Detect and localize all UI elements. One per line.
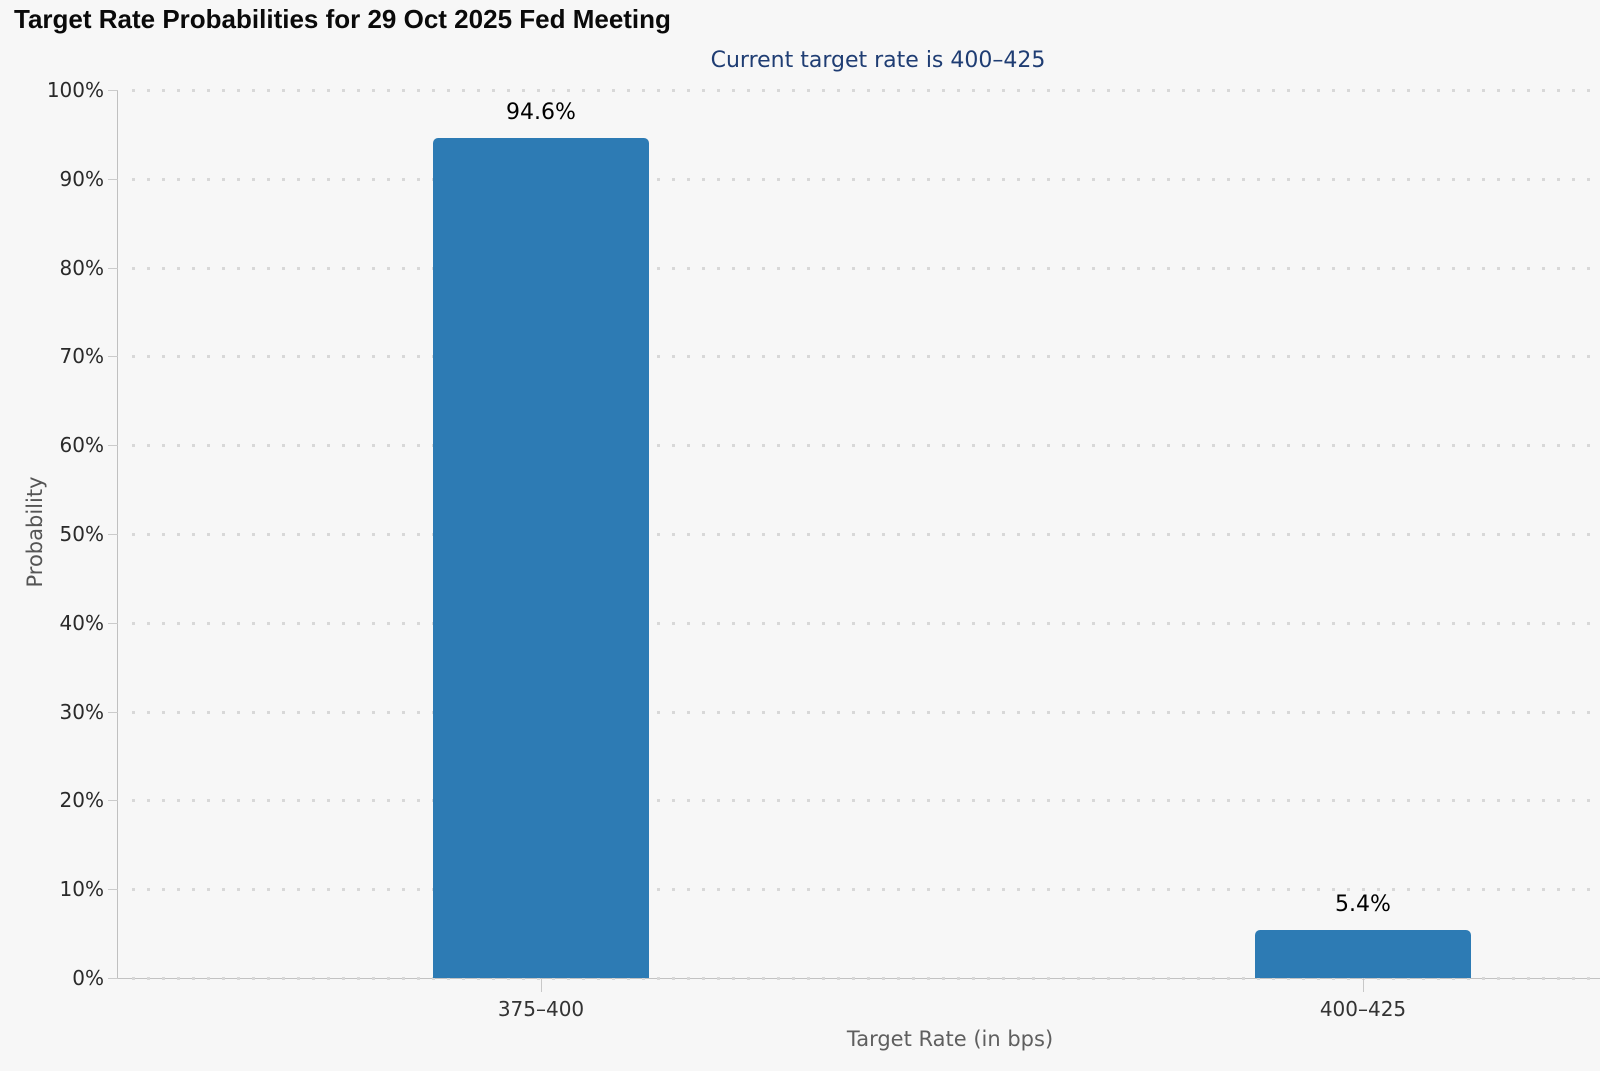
y-tick-label: 20% [59, 788, 104, 812]
bar-value-label: 94.6% [506, 100, 576, 125]
y-tick-mark [108, 268, 118, 269]
x-tick-mark [1363, 978, 1364, 992]
gridline-80 [132, 267, 1600, 270]
y-tick-mark [108, 534, 118, 535]
gridline-40 [132, 622, 1600, 625]
gridline-20 [132, 799, 1600, 802]
x-tick-mark [541, 978, 542, 992]
plot-area: 0% 10% 20% 30% 40% 50% 60% 70% 80% 90% 100% 94.6% 37… [47, 79, 1600, 1021]
gridline-50 [132, 533, 1600, 536]
y-tick-mark [108, 90, 118, 91]
y-tick-mark [108, 978, 118, 979]
y-tick-label: 100% [46, 78, 104, 102]
x-category-label: 400–425 [1319, 997, 1407, 1021]
y-tick-label: 60% [59, 433, 104, 457]
y-tick-mark [108, 445, 118, 446]
current-target-rate-subtitle: Current target rate is 400–425 [710, 48, 1046, 73]
gridline-100 [132, 89, 1600, 92]
gridline-70 [132, 355, 1600, 358]
gridline-30 [132, 711, 1600, 714]
y-tick-mark [108, 623, 118, 624]
chart-title: Target Rate Probabilities for 29 Oct 202… [14, 4, 671, 34]
gridline-0 [132, 977, 1600, 980]
probability-bar-400-425[interactable] [1255, 930, 1471, 978]
bar-value-label: 5.4% [1335, 892, 1391, 917]
y-tick-label: 90% [59, 167, 104, 191]
y-tick-mark [108, 179, 118, 180]
y-tick-label: 30% [59, 700, 104, 724]
y-tick-label: 50% [59, 522, 104, 546]
y-tick-mark [108, 889, 118, 890]
x-axis-title: Target Rate (in bps) [846, 1027, 1054, 1051]
gridline-10 [132, 888, 1600, 891]
y-tick-label: 70% [59, 344, 104, 368]
probability-bar-375-400[interactable] [433, 138, 649, 978]
y-tick-mark [108, 800, 118, 801]
y-tick-label: 10% [59, 877, 104, 901]
y-tick-label: 80% [59, 256, 104, 280]
x-category-label: 375–400 [497, 997, 585, 1021]
y-tick-mark [108, 356, 118, 357]
gridline-60 [132, 444, 1600, 447]
y-tick-label: 0% [72, 966, 104, 990]
y-tick-label: 40% [59, 611, 104, 635]
gridline-90 [132, 178, 1600, 181]
y-tick-mark [108, 712, 118, 713]
